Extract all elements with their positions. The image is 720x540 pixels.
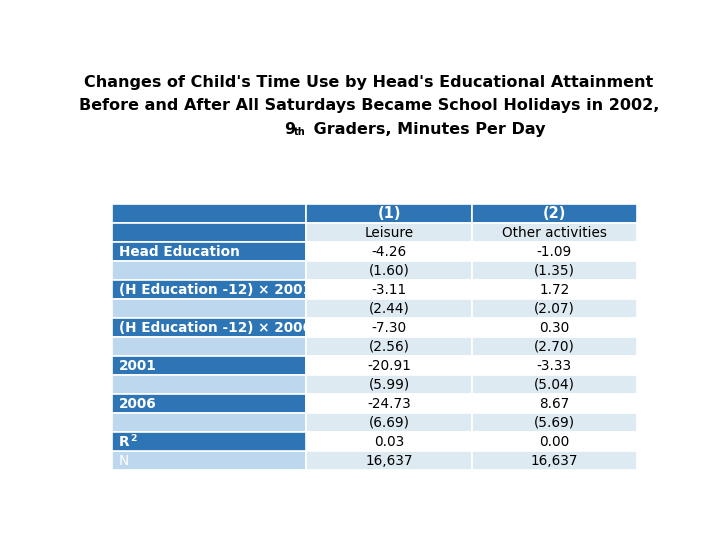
Bar — [307, 261, 472, 280]
Text: (1.60): (1.60) — [369, 264, 410, 278]
Bar — [112, 204, 307, 223]
Text: 0.03: 0.03 — [374, 435, 404, 449]
Bar — [472, 337, 637, 356]
Bar — [307, 242, 472, 261]
Bar — [307, 337, 472, 356]
Bar — [112, 223, 307, 242]
Text: (2): (2) — [543, 206, 566, 221]
Text: -3.33: -3.33 — [536, 359, 572, 373]
Text: -4.26: -4.26 — [372, 245, 407, 259]
Text: -20.91: -20.91 — [367, 359, 411, 373]
Text: (2.07): (2.07) — [534, 302, 575, 316]
Text: (6.69): (6.69) — [369, 416, 410, 430]
Text: Before and After All Saturdays Became School Holidays in 2002,: Before and After All Saturdays Became Sc… — [78, 98, 660, 113]
Text: -7.30: -7.30 — [372, 321, 407, 335]
Bar — [112, 242, 307, 261]
Bar — [472, 394, 637, 413]
Text: (2.56): (2.56) — [369, 340, 410, 354]
Text: Graders, Minutes Per Day: Graders, Minutes Per Day — [307, 122, 545, 137]
Bar — [472, 432, 637, 451]
Text: Other activities: Other activities — [502, 226, 607, 240]
Text: -24.73: -24.73 — [367, 397, 411, 411]
Text: -1.09: -1.09 — [536, 245, 572, 259]
Text: Leisure: Leisure — [364, 226, 413, 240]
Bar — [112, 413, 307, 432]
Bar — [307, 223, 472, 242]
Bar — [472, 280, 637, 299]
Text: (2.44): (2.44) — [369, 302, 410, 316]
Text: 9ᵗ˾sth˾ Graders, Minutes Per Day: 9ᵗ˾sth˾ Graders, Minutes Per Day — [217, 122, 521, 137]
Bar — [112, 375, 307, 394]
Text: (2.70): (2.70) — [534, 340, 575, 354]
Text: 16,637: 16,637 — [365, 454, 413, 468]
Bar — [307, 299, 472, 318]
Text: N: N — [119, 454, 130, 468]
Text: -3.11: -3.11 — [372, 282, 407, 296]
Bar — [112, 451, 307, 470]
Bar — [112, 356, 307, 375]
Bar — [472, 223, 637, 242]
Text: 1.72: 1.72 — [539, 282, 570, 296]
Text: (H Education -12) × 2001: (H Education -12) × 2001 — [119, 282, 312, 296]
Text: 0.30: 0.30 — [539, 321, 570, 335]
Bar — [307, 432, 472, 451]
Bar — [472, 451, 637, 470]
Text: (5.99): (5.99) — [369, 377, 410, 392]
Text: R: R — [119, 435, 130, 449]
Bar — [112, 280, 307, 299]
Bar — [472, 242, 637, 261]
Bar — [112, 432, 307, 451]
Bar — [307, 375, 472, 394]
Bar — [307, 413, 472, 432]
Bar — [472, 375, 637, 394]
Text: Changes of Child's Time Use by Head's Educational Attainment: Changes of Child's Time Use by Head's Ed… — [84, 75, 654, 90]
Bar — [472, 356, 637, 375]
Text: 16,637: 16,637 — [531, 454, 578, 468]
Text: (1.35): (1.35) — [534, 264, 575, 278]
Text: 2006: 2006 — [119, 397, 157, 411]
Bar — [472, 299, 637, 318]
Bar — [112, 394, 307, 413]
Bar — [307, 318, 472, 337]
Bar — [112, 337, 307, 356]
Text: (5.04): (5.04) — [534, 377, 575, 392]
Bar — [307, 451, 472, 470]
Bar — [307, 204, 472, 223]
Bar — [472, 261, 637, 280]
Text: 8.67: 8.67 — [539, 397, 570, 411]
Bar — [472, 318, 637, 337]
Text: Head Education: Head Education — [119, 245, 240, 259]
Text: (H Education -12) × 2006: (H Education -12) × 2006 — [119, 321, 312, 335]
Text: 0.00: 0.00 — [539, 435, 570, 449]
Text: (5.69): (5.69) — [534, 416, 575, 430]
Bar — [112, 299, 307, 318]
Bar — [112, 318, 307, 337]
Text: 9: 9 — [284, 122, 295, 137]
Bar — [112, 432, 307, 451]
Text: (1): (1) — [377, 206, 401, 221]
Bar — [472, 413, 637, 432]
Bar — [307, 280, 472, 299]
Bar — [307, 356, 472, 375]
Text: th: th — [294, 127, 306, 137]
Bar — [112, 261, 307, 280]
Text: 2: 2 — [130, 434, 137, 443]
Text: 2001: 2001 — [119, 359, 157, 373]
Bar — [307, 394, 472, 413]
Bar — [472, 204, 637, 223]
